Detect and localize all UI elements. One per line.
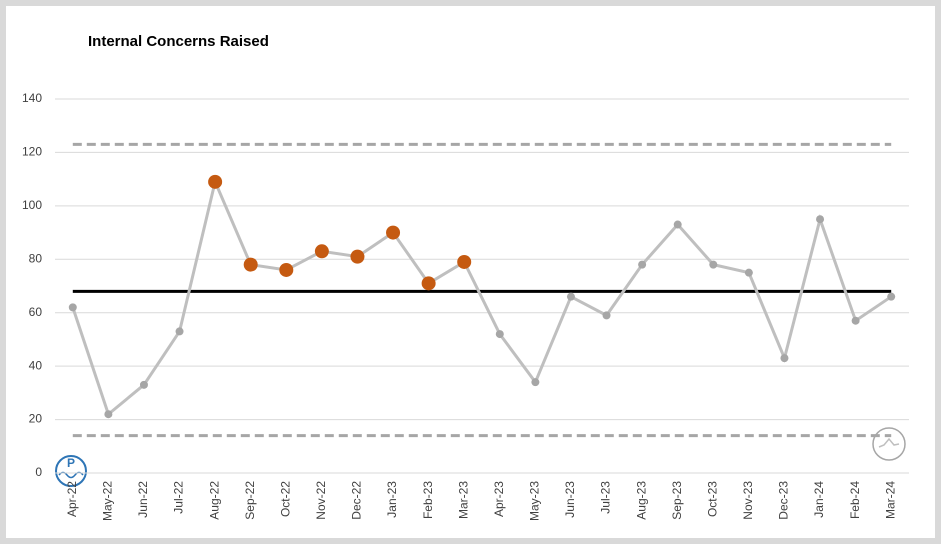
x-tick-label: Aug-23 (634, 481, 648, 520)
data-point (279, 262, 294, 277)
data-point (780, 354, 789, 363)
data-point (816, 215, 825, 224)
data-point (314, 244, 329, 259)
data-point (744, 268, 753, 277)
data-point (887, 292, 896, 301)
data-point (421, 276, 436, 291)
data-point (104, 410, 113, 419)
data-point (243, 257, 258, 272)
y-tick-label: 80 (29, 251, 43, 265)
svg-text:P: P (67, 456, 75, 470)
y-tick-label: 140 (22, 91, 42, 105)
x-tick-label: Feb-24 (848, 481, 862, 519)
x-tick-label: Aug-22 (207, 481, 221, 520)
x-tick-label: Jun-23 (563, 481, 577, 518)
y-tick-label: 60 (29, 305, 43, 319)
data-point (68, 303, 77, 312)
y-tick-label: 100 (22, 198, 42, 212)
y-tick-label: 120 (22, 145, 42, 159)
x-tick-label: Dec-22 (350, 481, 364, 520)
y-tick-label: 20 (29, 412, 43, 426)
data-point (673, 220, 682, 229)
x-tick-label: Jul-23 (599, 481, 613, 514)
data-line (71, 177, 893, 417)
x-tick-label: Feb-23 (421, 481, 435, 519)
data-point (495, 330, 504, 339)
data-point (208, 174, 223, 189)
data-point (531, 378, 540, 387)
x-tick-label: Jan-24 (812, 481, 826, 518)
x-tick-label: Sep-22 (243, 481, 257, 520)
x-tick-label: Jun-22 (136, 481, 150, 518)
y-tick-label: 0 (35, 465, 42, 479)
data-point (139, 380, 148, 389)
x-tick-label: May-22 (101, 481, 115, 521)
data-point (638, 260, 647, 269)
x-tick-label: Jan-23 (385, 481, 399, 518)
data-point (851, 316, 860, 325)
x-tick-label: Dec-23 (777, 481, 791, 520)
y-tick-label: 40 (29, 358, 43, 372)
assurance-icon (872, 427, 906, 461)
x-tick-label: Apr-22 (65, 481, 79, 517)
data-point (457, 254, 472, 269)
x-tick-label: Sep-23 (670, 481, 684, 520)
data-point (175, 327, 184, 336)
x-tick-label: Jul-22 (172, 481, 186, 514)
data-point (566, 292, 575, 301)
data-point (350, 249, 365, 264)
x-tick-label: Nov-22 (314, 481, 328, 520)
x-tick-label: Apr-23 (492, 481, 506, 517)
x-tick-label: Nov-23 (741, 481, 755, 520)
x-tick-label: May-23 (528, 481, 542, 521)
x-tick-label: Mar-24 (883, 481, 897, 519)
chart-title: Internal Concerns Raised (88, 33, 269, 50)
data-point (602, 311, 611, 320)
x-tick-label: Oct-22 (278, 481, 292, 517)
data-point (709, 260, 718, 269)
x-tick-label: Mar-23 (456, 481, 470, 519)
data-point (386, 225, 401, 240)
x-tick-label: Oct-23 (705, 481, 719, 517)
